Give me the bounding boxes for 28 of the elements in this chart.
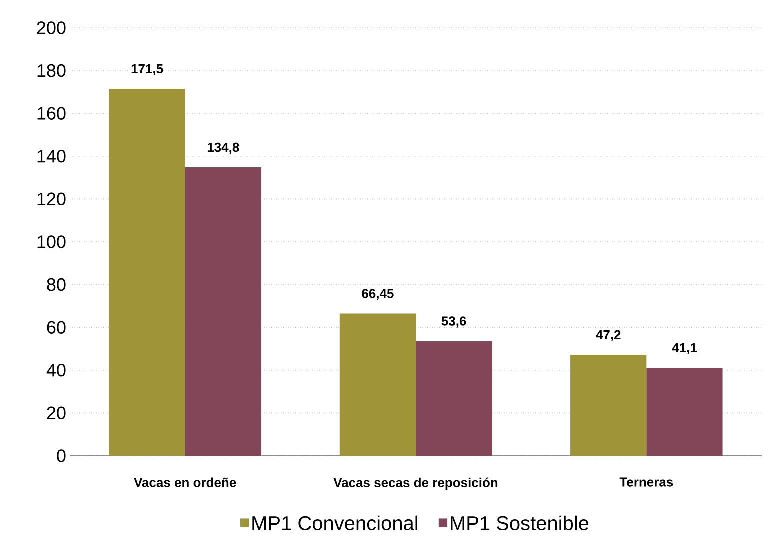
data-label: 66,45	[362, 289, 394, 300]
bar	[646, 368, 723, 456]
y-tick-label: 20	[47, 406, 66, 420]
bar	[109, 88, 186, 456]
legend-label: MP1 Sostenible	[451, 516, 589, 531]
x-tick-label: Vacas en ordeñe	[134, 478, 236, 488]
data-label: 47,2	[596, 330, 621, 342]
y-tick-label: 160	[38, 107, 66, 120]
data-label: 134,8	[208, 142, 240, 154]
data-label: 41,1	[672, 344, 698, 354]
x-tick-label: Terneras	[620, 478, 674, 487]
legend-label: MP1 Convencional	[252, 516, 418, 531]
y-tick-label: 200	[37, 22, 66, 34]
x-tick-label: Vacas secas de reposición	[334, 478, 498, 490]
y-tick-label: 100	[38, 236, 66, 248]
y-tick-label: 120	[38, 192, 66, 206]
bar	[416, 341, 492, 456]
y-tick-label: 40	[46, 364, 66, 377]
data-label: 53,6	[442, 316, 466, 328]
bar	[570, 354, 647, 456]
y-tick-label: 140	[38, 150, 66, 163]
y-tick-label: 80	[47, 278, 66, 292]
data-label: 171,5	[132, 64, 164, 76]
bar	[185, 168, 262, 456]
y-tick-label: 0	[57, 450, 66, 462]
bar	[340, 314, 416, 456]
y-tick-label: 180	[38, 64, 66, 78]
y-tick-label: 60	[47, 321, 66, 334]
